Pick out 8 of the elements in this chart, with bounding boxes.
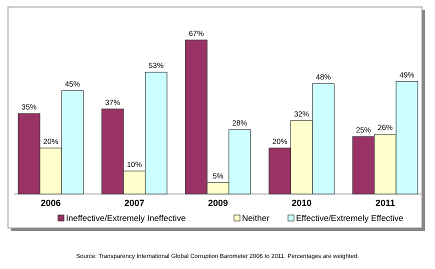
legend-label: Effective/Extremely Effective [296, 213, 404, 223]
x-tick-label: 2007 [124, 198, 144, 208]
legend-label: Ineffective/Extremely Ineffective [66, 213, 186, 223]
legend-label: Neither [242, 213, 270, 223]
x-tick-label: 2010 [292, 198, 312, 208]
x-tick-label: 2009 [208, 198, 228, 208]
x-tick-label: 2011 [375, 198, 395, 208]
x-tick-label: 2006 [40, 198, 61, 208]
